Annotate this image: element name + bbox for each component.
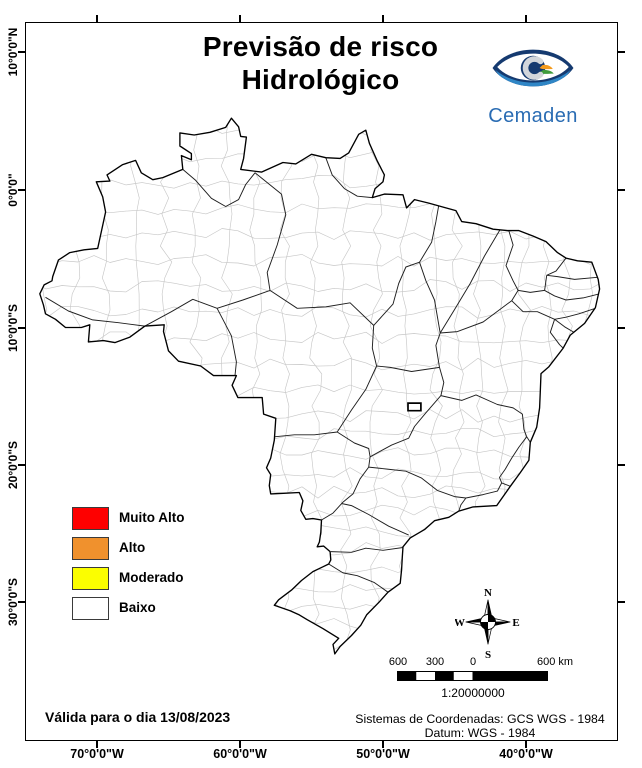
longitude-label: 40°0'0"W — [499, 747, 553, 761]
graticule-tick — [239, 15, 241, 22]
graticule-tick — [18, 464, 25, 466]
legend-swatch-moderado — [72, 567, 109, 590]
legend-label: Alto — [119, 540, 146, 555]
cemaden-eye-icon — [492, 49, 574, 87]
page-title-line2: Hidrológico — [241, 64, 400, 95]
page-title: Previsão de risco Hidrológico — [25, 30, 616, 96]
graticule-tick — [18, 327, 25, 329]
graticule-tick — [18, 601, 25, 603]
longitude-label: 70°0'0"W — [70, 747, 124, 761]
legend-swatch-baixo — [72, 597, 109, 620]
compass-w: W — [455, 617, 465, 629]
graticule-tick — [239, 741, 241, 748]
scale-ratio: 1:20000000 — [441, 686, 505, 700]
graticule-tick — [618, 327, 625, 329]
compass-n: N — [484, 587, 492, 599]
scale-tick-label: 600 — [388, 656, 408, 668]
legend-label: Baixo — [119, 600, 156, 615]
page-title-line1: Previsão de risco — [202, 31, 439, 62]
compass-rose-icon: N S W E — [455, 587, 520, 660]
scale-bar-graphic — [397, 671, 548, 681]
graticule-tick — [382, 15, 384, 22]
legend-swatch-alto — [72, 537, 109, 560]
graticule-tick — [618, 601, 625, 603]
latitude-label: 10°0'0"N — [6, 27, 20, 77]
graticule-tick — [18, 189, 25, 191]
graticule-tick — [525, 15, 527, 22]
compass-e: E — [512, 617, 519, 629]
scale-tick-label: 300 — [425, 656, 445, 668]
graticule-tick — [382, 741, 384, 748]
longitude-label: 50°0'0"W — [356, 747, 410, 761]
coordinate-system-line2: Datum: WGS - 1984 — [424, 726, 536, 741]
latitude-label: 30°0'0"S — [6, 577, 20, 627]
brazil-map — [39, 117, 601, 655]
graticule-tick — [618, 51, 625, 53]
legend-swatch-muito-alto — [72, 507, 109, 530]
latitude-label: 10°0'0"S — [6, 303, 20, 353]
graticule-tick — [96, 15, 98, 22]
cemaden-logo-text: Cemaden — [488, 105, 578, 127]
graticule-tick — [618, 189, 625, 191]
map-frame — [25, 22, 618, 741]
legend-label: Muito Alto — [119, 510, 185, 525]
graticule-tick — [96, 741, 98, 748]
latitude-label: 20°0'0"S — [6, 440, 20, 490]
longitude-label: 60°0'0"W — [213, 747, 267, 761]
coordinate-system-note: Sistemas de Coordenadas: GCS WGS - 1984 … — [330, 712, 630, 740]
graticule-tick — [618, 464, 625, 466]
graticule-tick — [18, 51, 25, 53]
graticule-tick — [525, 741, 527, 748]
scale-tick-label: 0 — [469, 656, 477, 668]
latitude-label: 0°0'0" — [6, 173, 20, 207]
compass-s: S — [485, 649, 491, 660]
validity-date: Válida para o dia 13/08/2023 — [45, 709, 231, 725]
scale-tick-label: 600 km — [537, 656, 574, 668]
coordinate-system-line1: Sistemas de Coordenadas: GCS WGS - 1984 — [355, 712, 605, 726]
legend-label: Moderado — [119, 570, 184, 585]
cemaden-logo: Cemaden — [486, 36, 580, 128]
